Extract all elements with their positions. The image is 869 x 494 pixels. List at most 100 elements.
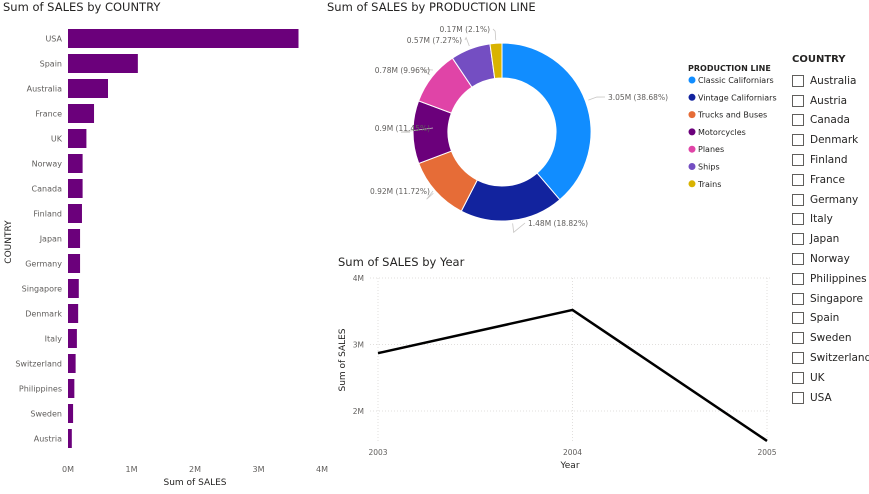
donut-slice[interactable] (489, 42, 503, 80)
slicer-item-spain[interactable]: Spain (792, 309, 869, 329)
bar-canada[interactable] (68, 179, 83, 198)
checkbox[interactable] (792, 352, 804, 365)
bar-austria[interactable] (68, 429, 72, 448)
checkbox[interactable] (792, 193, 804, 206)
slicer-item-norway[interactable]: Norway (792, 249, 869, 269)
checkbox[interactable] (792, 213, 804, 226)
slicer-item-singapore[interactable]: Singapore (792, 289, 869, 309)
bar-spain[interactable] (68, 54, 138, 73)
checkbox[interactable] (792, 371, 804, 384)
slicer-item-label: Spain (810, 312, 840, 325)
legend-marker (688, 180, 696, 188)
donut-leader-line (426, 190, 434, 200)
slicer-item-italy[interactable]: Italy (792, 210, 869, 230)
checkbox[interactable] (792, 154, 804, 167)
checkbox[interactable] (792, 312, 804, 325)
bar-germany[interactable] (68, 254, 81, 273)
legend-label[interactable]: Classic Californiars (698, 76, 774, 85)
bar-denmark[interactable] (68, 304, 79, 323)
checkbox[interactable] (792, 74, 804, 87)
slicer-item-label: Finland (810, 154, 848, 167)
checkbox[interactable] (792, 94, 804, 107)
sales-line[interactable] (377, 308, 768, 442)
bar-japan[interactable] (68, 229, 81, 248)
slicer-item-australia[interactable]: Australia (792, 71, 869, 91)
checkbox[interactable] (792, 134, 804, 147)
bar-norway[interactable] (68, 154, 83, 173)
bar-chart-title: Sum of SALES by COUNTRY (3, 0, 161, 14)
slicer-item-denmark[interactable]: Denmark (792, 130, 869, 150)
donut-data-label: 1.48M (18.82%) (528, 219, 588, 228)
donut-data-label: 0.92M (11.72%) (370, 187, 430, 196)
donut-leader-line (492, 28, 497, 41)
slicer-item-label: USA (810, 391, 832, 404)
country-slicer: COUNTRY Australia Austria Canada Denmark Fin… (786, 50, 869, 410)
slicer-item-label: Germany (810, 193, 859, 206)
slicer-item-label: Japan (810, 233, 840, 246)
checkbox[interactable] (792, 391, 804, 404)
legend-marker (688, 145, 696, 153)
donut-legend-title: PRODUCTION LINE (688, 64, 771, 73)
slicer-item-austria[interactable]: Austria (792, 91, 869, 111)
slicer-item-philippines[interactable]: Philippines (792, 269, 869, 289)
donut-leader-line (400, 127, 434, 133)
bar-category-label: Norway (32, 160, 63, 169)
bar-category-label: Spain (40, 60, 62, 69)
bar-australia[interactable] (68, 79, 109, 98)
slicer-item-france[interactable]: France (792, 170, 869, 190)
bar-finland[interactable] (68, 204, 82, 223)
bar-uk[interactable] (68, 129, 87, 148)
bar-switzerland[interactable] (68, 354, 76, 373)
checkbox[interactable] (792, 173, 804, 186)
slicer-item-switzerland[interactable]: Switzerland (792, 348, 869, 368)
checkbox[interactable] (792, 253, 804, 266)
line-x-tick-label: 2004 (563, 448, 582, 457)
slicer-item-sweden[interactable]: Sweden (792, 328, 869, 348)
donut-chart-svg: Sum of SALES by PRODUCTION LINE 3.05M (38… (327, 0, 777, 234)
bar-usa[interactable] (68, 29, 299, 48)
donut-data-label: 0.17M (2.1%) (440, 25, 491, 34)
bar-x-tick-label: 2M (189, 465, 201, 474)
donut-data-label: 0.78M (9.96%) (375, 66, 430, 75)
checkbox[interactable] (792, 292, 804, 305)
slicer-item-label: Philippines (810, 272, 867, 285)
checkbox[interactable] (792, 114, 804, 127)
legend-label[interactable]: Trains (697, 180, 721, 189)
bar-chart-svg: Sum of SALES by COUNTRY USA Spain Australia… (3, 0, 328, 488)
legend-label[interactable]: Planes (698, 145, 724, 154)
bar-philippines[interactable] (68, 379, 75, 398)
bar-france[interactable] (68, 104, 95, 123)
bar-italy[interactable] (68, 329, 77, 348)
slicer-item-label: Italy (810, 213, 833, 226)
legend-label[interactable]: Ships (698, 163, 720, 172)
legend-label[interactable]: Motorcycles (698, 128, 746, 137)
legend-label[interactable]: Trucks and Buses (697, 111, 767, 120)
line-x-tick-label: 2005 (757, 448, 776, 457)
slicer-item-canada[interactable]: Canada (792, 111, 869, 131)
line-y-tick-label: 2M (353, 407, 364, 416)
slicer-item-japan[interactable]: Japan (792, 229, 869, 249)
bar-category-label: Denmark (25, 310, 62, 319)
slicer-title: COUNTRY (792, 54, 846, 65)
bar-category-label: Philippines (19, 385, 62, 394)
checkbox[interactable] (792, 332, 804, 345)
bar-singapore[interactable] (68, 279, 79, 298)
legend-marker (688, 111, 696, 119)
legend-marker (688, 93, 696, 101)
donut-slice[interactable] (501, 42, 592, 201)
slicer-item-uk[interactable]: UK (792, 368, 869, 388)
bar-category-label: Finland (33, 210, 62, 219)
bar-x-tick-label: 0M (62, 465, 74, 474)
slicer-item-germany[interactable]: Germany (792, 190, 869, 210)
slicer-item-finland[interactable]: Finland (792, 150, 869, 170)
checkbox[interactable] (792, 233, 804, 246)
bar-sweden[interactable] (68, 404, 74, 423)
slicer-item-label: Sweden (810, 332, 852, 345)
bar-category-label: Italy (45, 335, 63, 344)
donut-chart-title: Sum of SALES by PRODUCTION LINE (327, 0, 536, 14)
checkbox[interactable] (792, 272, 804, 285)
bar-category-label: France (35, 110, 62, 119)
slicer-item-usa[interactable]: USA (792, 388, 869, 408)
legend-label[interactable]: Vintage Californiars (698, 93, 777, 102)
bar-category-label: Sweden (30, 410, 62, 419)
